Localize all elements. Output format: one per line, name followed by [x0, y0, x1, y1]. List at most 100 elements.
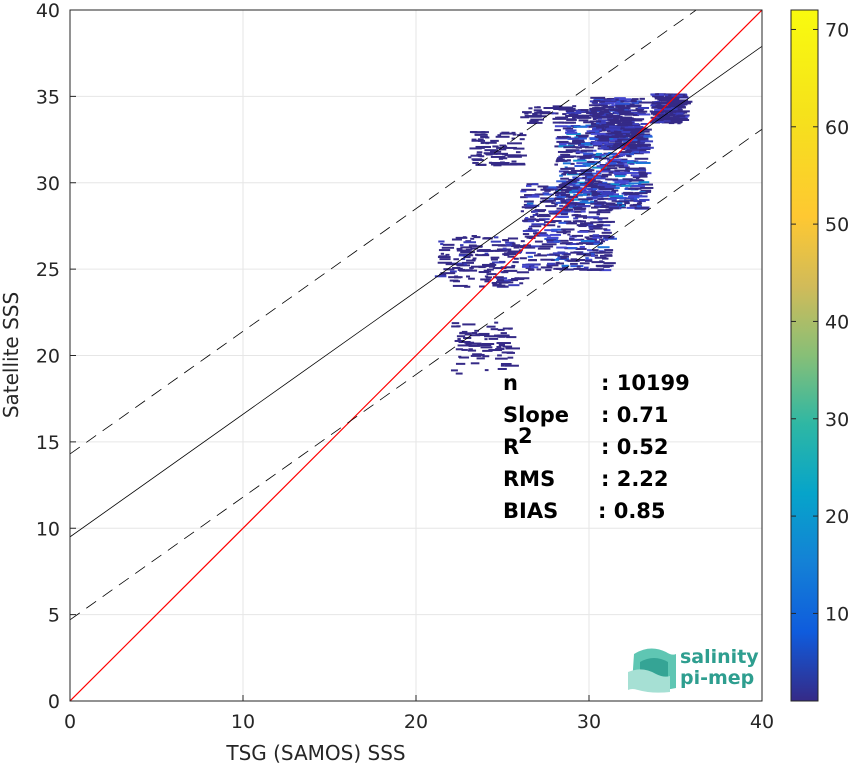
density-point-1418	[456, 249, 467, 252]
density-point-604	[605, 202, 616, 205]
density-point-814	[527, 255, 533, 258]
density-point-285	[577, 158, 586, 161]
density-point-1152	[610, 129, 618, 132]
density-point-1358	[676, 103, 688, 106]
x-tick-label-1: 10	[231, 711, 255, 733]
density-point-590	[581, 199, 589, 202]
density-point-1536	[452, 284, 468, 287]
density-point-834	[558, 221, 569, 224]
density-point-765	[539, 245, 554, 248]
density-point-1477	[505, 241, 515, 244]
density-point-1414	[449, 270, 457, 273]
density-point-1761	[565, 110, 575, 113]
density-point-705	[554, 191, 564, 194]
density-point-760	[584, 259, 593, 262]
density-point-1039	[589, 113, 594, 116]
density-point-1591	[500, 332, 507, 335]
density-point-1688	[471, 131, 485, 134]
density-point-159	[636, 202, 643, 205]
density-point-1774	[520, 116, 530, 119]
colorbar-tick-label-5: 60	[825, 117, 849, 139]
density-point-611	[546, 239, 557, 242]
density-point-645	[573, 208, 586, 211]
density-point-1460	[503, 269, 518, 272]
density-point-1588	[470, 342, 482, 345]
density-point-1603	[488, 337, 499, 340]
colorbar-tick-label-0: 10	[825, 603, 849, 625]
density-point-799	[526, 184, 532, 187]
density-point-710	[580, 238, 585, 241]
density-point-1686	[477, 138, 484, 141]
density-point-403	[607, 178, 619, 181]
density-point-1490	[490, 258, 498, 261]
density-point-61	[602, 167, 618, 170]
density-point-1666	[476, 153, 482, 156]
density-point-2	[619, 161, 631, 164]
density-point-884	[638, 134, 652, 137]
density-point-763	[540, 266, 553, 269]
density-point-1437	[460, 244, 464, 247]
density-point-594	[596, 224, 611, 227]
density-point-377	[573, 185, 581, 188]
density-point-1802	[603, 106, 615, 109]
density-point-1719	[619, 112, 634, 115]
density-point-855	[558, 184, 567, 187]
density-point-1629	[482, 355, 490, 358]
density-point-136	[638, 183, 654, 186]
density-point-822	[605, 238, 609, 241]
density-point-174	[631, 150, 643, 153]
density-point-634	[554, 203, 558, 206]
density-point-1145	[596, 126, 605, 129]
density-point-768	[531, 194, 538, 197]
density-point-476	[568, 172, 578, 175]
density-point-1609	[484, 338, 488, 341]
density-point-1488	[458, 267, 463, 270]
density-point-819	[601, 257, 609, 260]
density-point-1138	[628, 105, 635, 108]
density-point-874	[546, 236, 559, 239]
density-point-1728	[598, 111, 611, 114]
density-point-100	[614, 175, 626, 178]
density-point-0	[554, 129, 561, 132]
density-point-714	[530, 266, 539, 269]
density-point-1154	[635, 127, 640, 130]
density-point-1383	[671, 117, 680, 120]
density-point-254	[554, 145, 563, 148]
density-point-919	[593, 104, 605, 107]
density-point-1616	[454, 339, 464, 342]
density-point-1123	[638, 101, 654, 104]
density-point-1756	[552, 105, 563, 108]
density-point-242	[593, 177, 606, 180]
density-point-1816	[557, 116, 568, 119]
x-tick-label-4: 40	[750, 711, 774, 733]
density-point-315	[630, 196, 640, 199]
density-point-777	[536, 215, 551, 218]
density-point-793	[591, 206, 599, 209]
density-point-597	[585, 216, 600, 219]
density-point-449	[573, 159, 587, 162]
density-point-1350	[665, 109, 673, 112]
density-point-1427	[480, 278, 491, 281]
density-point-1520	[468, 244, 477, 247]
density-point-872	[561, 264, 569, 267]
density-point-1486	[490, 240, 502, 243]
density-point-533	[537, 253, 541, 256]
density-point-520	[556, 195, 567, 198]
density-point-818	[525, 204, 540, 207]
density-point-1185	[600, 102, 611, 105]
density-point-564	[524, 194, 536, 197]
density-point-679	[534, 209, 547, 212]
density-point-983	[640, 122, 648, 125]
density-point-723	[591, 254, 596, 257]
density-point-215	[570, 162, 575, 165]
density-point-1539	[496, 279, 504, 282]
density-point-1377	[655, 102, 669, 105]
density-point-497	[638, 167, 645, 170]
density-point-1090	[601, 119, 608, 122]
density-point-1595	[481, 342, 495, 345]
density-point-1779	[552, 117, 567, 120]
density-point-1496	[460, 251, 475, 254]
density-point-1416	[469, 266, 474, 269]
density-point-1551	[468, 277, 475, 280]
density-point-16	[632, 169, 647, 172]
